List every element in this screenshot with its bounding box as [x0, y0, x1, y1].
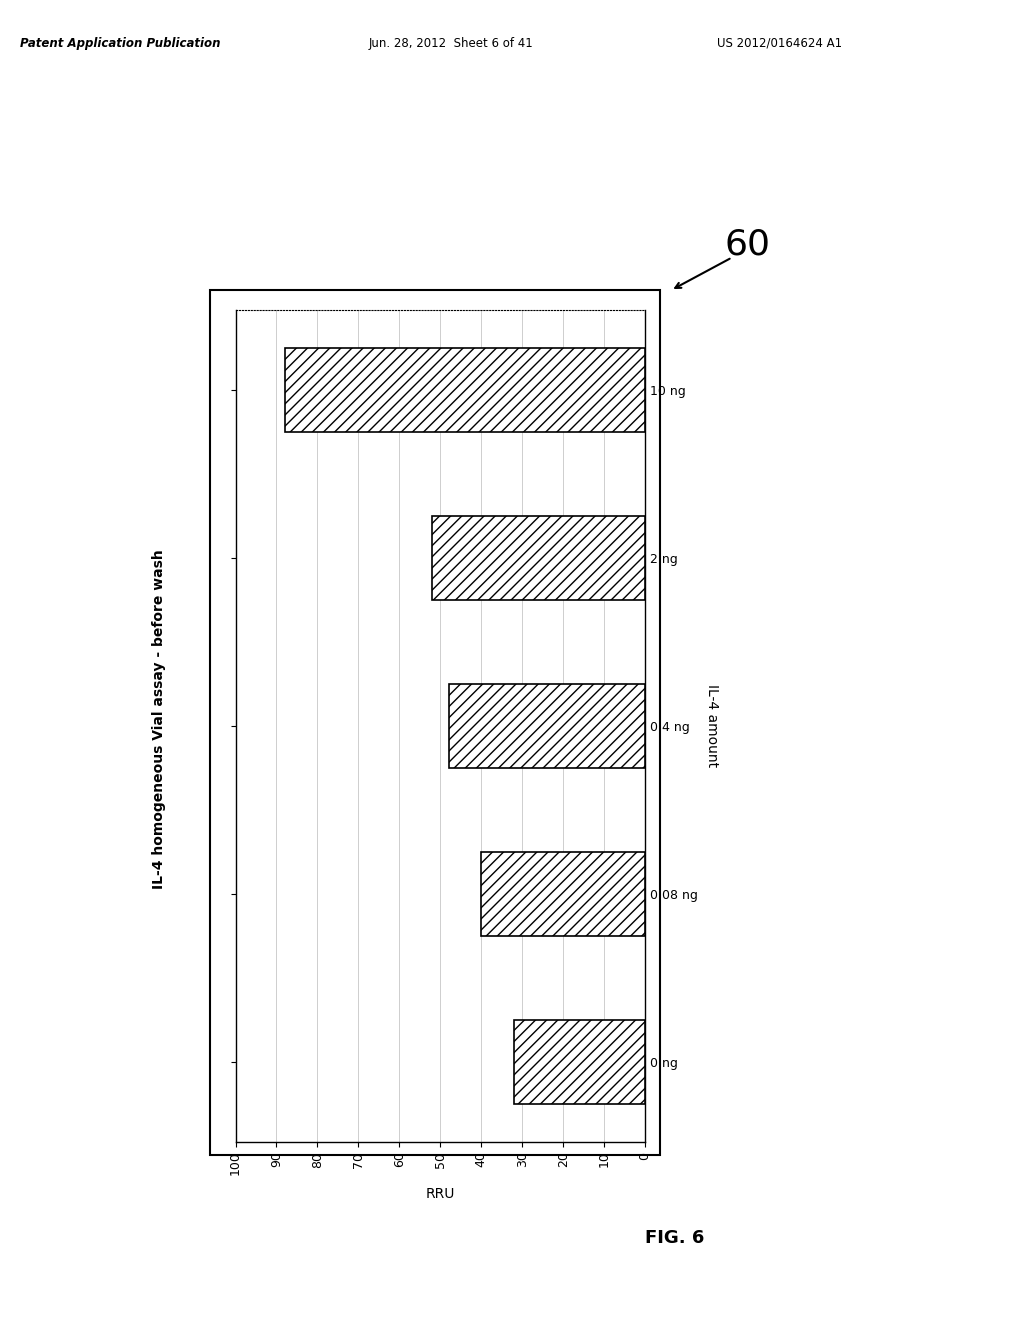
Text: Patent Application Publication: Patent Application Publication: [20, 37, 221, 50]
Bar: [514, 1020, 645, 1104]
Text: US 2012/0164624 A1: US 2012/0164624 A1: [717, 37, 842, 50]
Bar: [481, 851, 645, 936]
X-axis label: RRU: RRU: [426, 1187, 455, 1200]
Bar: [449, 684, 645, 768]
Bar: [432, 516, 645, 601]
Y-axis label: IL-4 amount: IL-4 amount: [705, 685, 719, 767]
Bar: [285, 348, 645, 432]
Text: IL-4 homogeneous Vial assay - before wash: IL-4 homogeneous Vial assay - before was…: [152, 549, 166, 890]
Text: FIG. 6: FIG. 6: [645, 1229, 705, 1247]
Text: 60: 60: [725, 227, 770, 261]
Text: Jun. 28, 2012  Sheet 6 of 41: Jun. 28, 2012 Sheet 6 of 41: [369, 37, 534, 50]
